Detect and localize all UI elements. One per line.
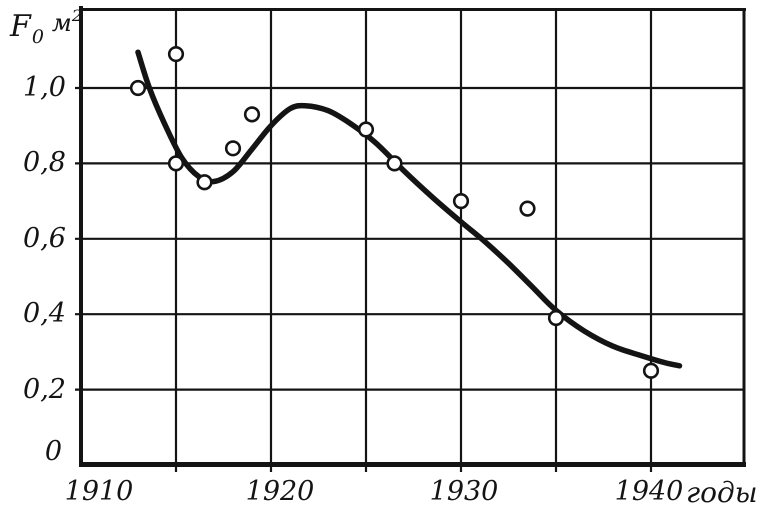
y-tick-label-0,6: 0,6: [23, 222, 66, 254]
x-tick-label-1920: 1920: [245, 476, 315, 507]
data-point-5: [224, 140, 242, 157]
y-axis-subscript: 0: [31, 26, 44, 48]
y-axis-title: F0 м2: [10, 8, 82, 47]
data-point-4: [196, 174, 213, 191]
y-tick-label-1,0: 1,0: [23, 72, 66, 103]
y-axis-unit-exponent: 2: [71, 6, 83, 25]
data-point-6: [243, 106, 261, 123]
x-tick-label-1940: 1940: [614, 476, 684, 507]
data-point-8: [386, 155, 403, 172]
x-axis-unit-label: годы: [686, 476, 758, 509]
data-point-12: [642, 362, 660, 379]
y-axis-symbol: F: [10, 9, 31, 44]
data-point-7: [357, 121, 375, 138]
data-point-3: [167, 155, 185, 172]
trend-curve: [135, 49, 683, 369]
y-tick-label-0,4: 0,4: [23, 298, 66, 330]
x-tick-label-1910: 1910: [64, 476, 134, 507]
data-point-2: [167, 45, 185, 63]
y-axis-unit: м: [51, 9, 72, 37]
y-tick-label-0,8: 0,8: [23, 147, 66, 179]
data-point-11: [547, 309, 565, 327]
data-point-9: [452, 193, 470, 210]
y-tick-label-0: 0: [44, 436, 62, 467]
y-tick-label-0,2: 0,2: [23, 373, 66, 405]
data-point-1: [129, 79, 147, 97]
x-tick-label-1930: 1930: [429, 476, 499, 507]
data-point-10: [519, 200, 536, 217]
